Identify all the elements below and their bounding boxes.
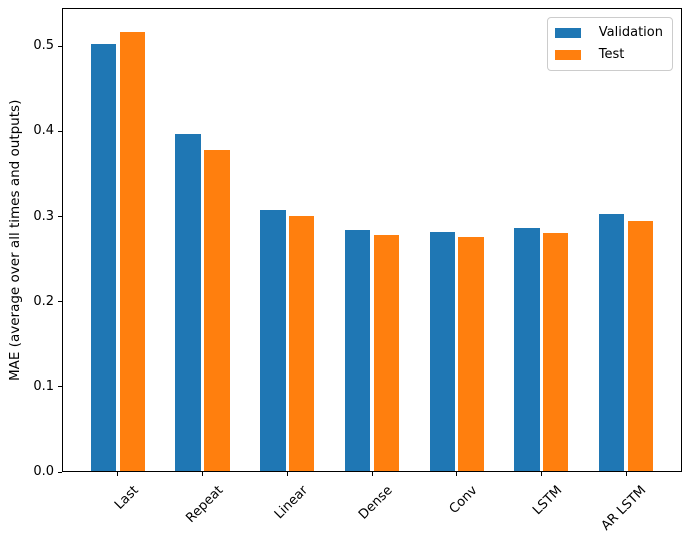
legend-swatch-validation	[554, 27, 581, 38]
y-tick-label: 0.3	[33, 208, 54, 224]
bar-validation-ar-lstm	[598, 213, 625, 471]
legend-label-validation: Validation	[598, 25, 663, 40]
x-tick-label: Linear	[271, 483, 311, 523]
x-tick-label: AR LSTM	[599, 483, 650, 534]
bar-validation-repeat	[175, 133, 201, 471]
bar-test-repeat	[204, 150, 230, 471]
bar-test-lstm	[543, 233, 569, 471]
bar-test-dense	[373, 235, 400, 471]
legend-label-test: Test	[598, 47, 625, 62]
bar-test-conv	[458, 236, 484, 471]
y-tick-mark	[58, 216, 62, 218]
plot-area: Validation Test	[62, 8, 682, 472]
legend-item-validation: Validation	[554, 23, 663, 42]
y-tick-label: 0.4	[33, 123, 54, 139]
bar-validation-dense	[344, 230, 371, 471]
bar-validation-conv	[429, 231, 455, 471]
x-tick-mark	[117, 472, 119, 476]
legend: Validation Test	[546, 17, 673, 71]
y-tick-label: 0.2	[33, 293, 54, 309]
bar-validation-last	[90, 43, 117, 471]
bar-test-last	[119, 31, 145, 471]
bar-validation-linear	[260, 210, 286, 471]
bar-test-linear	[288, 216, 315, 471]
legend-swatch-test	[554, 49, 581, 60]
y-tick-mark	[58, 45, 62, 47]
y-tick-mark	[58, 386, 62, 388]
x-tick-mark	[540, 472, 542, 476]
x-tick-label: Repeat	[183, 483, 227, 526]
x-tick-mark	[286, 472, 288, 476]
x-tick-mark	[456, 472, 458, 476]
bars-layer	[63, 9, 681, 471]
y-tick-mark	[58, 130, 62, 132]
y-tick-mark	[58, 301, 62, 303]
x-tick-mark	[625, 472, 627, 476]
y-tick-label: 0.1	[33, 378, 54, 394]
y-tick-label: 0.0	[33, 464, 54, 479]
x-tick-label: Last	[111, 483, 142, 513]
x-tick-label: LSTM	[529, 483, 566, 519]
x-tick-mark	[202, 472, 204, 476]
y-tick-label: 0.5	[33, 38, 54, 54]
x-tick-label: Conv	[446, 483, 481, 517]
legend-item-test: Test	[554, 45, 663, 64]
y-tick-mark	[58, 471, 62, 473]
y-axis-label: MAE (average over all times and outputs)	[7, 99, 23, 381]
bar-validation-lstm	[514, 227, 540, 471]
x-tick-label: Dense	[355, 483, 396, 523]
bar-test-ar-lstm	[627, 220, 654, 471]
x-tick-mark	[371, 472, 373, 476]
